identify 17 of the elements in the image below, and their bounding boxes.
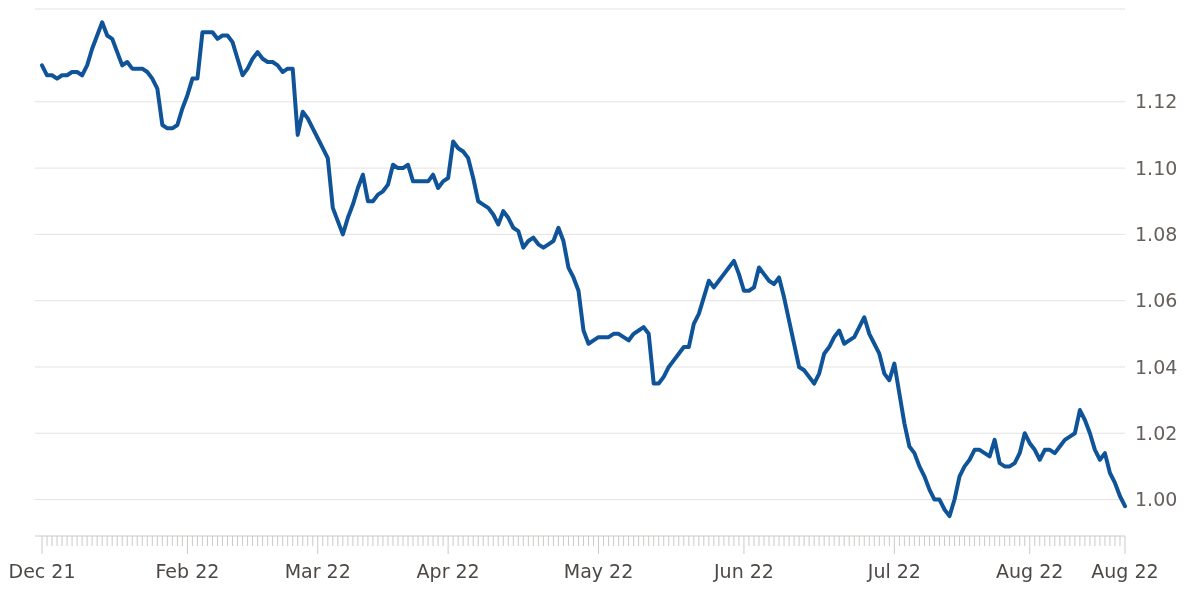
- y-tick-label: 1.02: [1135, 421, 1178, 444]
- y-tick-label: 1.08: [1135, 223, 1178, 246]
- x-tick-label: Feb 22: [155, 560, 220, 582]
- y-tick-label: 1.00: [1135, 488, 1178, 511]
- y-tick-label: 1.06: [1135, 289, 1178, 312]
- x-tick-label: Jun 22: [712, 560, 774, 582]
- x-tick-label: Aug 22: [1091, 560, 1159, 582]
- x-tick-label: Apr 22: [416, 560, 480, 582]
- x-tick-label: Jul 22: [866, 560, 921, 582]
- y-tick-label: 1.12: [1135, 90, 1178, 113]
- y-tick-label: 1.04: [1135, 355, 1178, 378]
- x-tick-label: Mar 22: [284, 560, 351, 582]
- line-series: [40, 20, 1127, 519]
- x-tick-label: Aug 22: [996, 560, 1064, 582]
- x-tick-label: May 22: [563, 560, 634, 582]
- x-tick-label: Dec 21: [8, 560, 76, 582]
- y-tick-label: 1.10: [1135, 156, 1178, 179]
